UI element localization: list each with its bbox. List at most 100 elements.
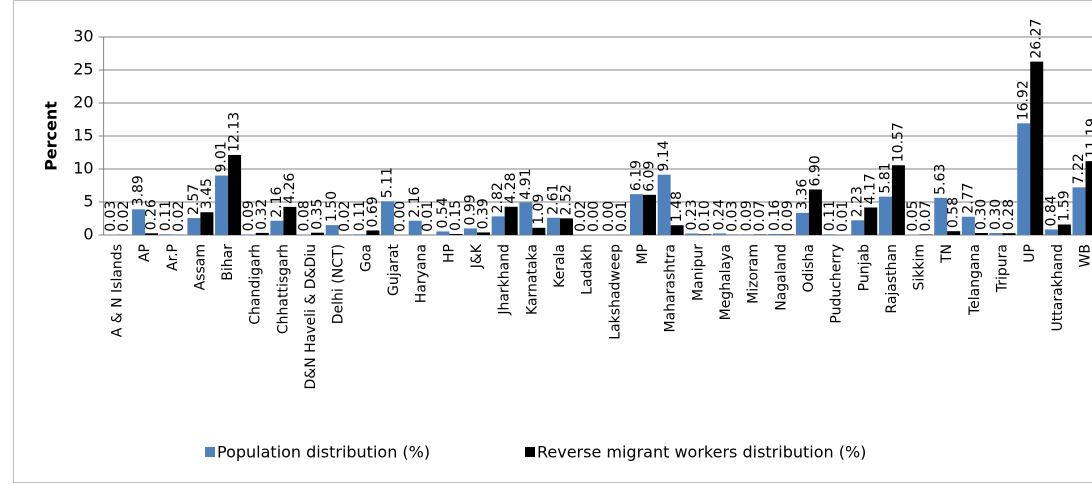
bar — [808, 189, 822, 235]
data-label: 6.90 — [807, 155, 823, 186]
x-tick-label: Tripura — [995, 244, 1011, 293]
data-label: 0.39 — [476, 198, 492, 229]
data-label: 0.00 — [601, 201, 617, 232]
data-label: 4.26 — [282, 173, 298, 204]
x-tick-label: Delhi (NCT) — [331, 244, 347, 324]
bar — [283, 206, 297, 235]
data-label: 0.32 — [254, 199, 270, 230]
data-label: 0.23 — [684, 199, 700, 230]
y-tick-label: 20 — [73, 93, 93, 112]
x-tick-label: AP — [137, 244, 153, 262]
x-tick-label: Sikkim — [912, 244, 928, 291]
data-label: 2.57 — [186, 184, 202, 215]
data-label: 0.02 — [171, 201, 187, 232]
bar — [670, 225, 684, 235]
bar — [255, 232, 269, 235]
bar — [657, 174, 671, 235]
x-tick-label: Gujarat — [386, 243, 402, 296]
bar — [1030, 61, 1044, 236]
data-label: 0.01 — [835, 201, 851, 232]
data-label: 3.36 — [794, 179, 810, 210]
x-tick-label: Ladakh — [580, 244, 596, 295]
bar — [228, 154, 242, 235]
bar — [712, 233, 726, 235]
data-label: 1.48 — [669, 191, 685, 222]
x-tick-label: Assam — [192, 244, 208, 290]
data-label: 9.14 — [656, 140, 672, 171]
data-label: 0.03 — [724, 201, 740, 232]
x-tick-label: Manipur — [690, 244, 706, 301]
bar — [477, 232, 491, 235]
bar — [947, 231, 961, 235]
bar — [1017, 123, 1031, 235]
data-label: 0.54 — [435, 197, 451, 228]
y-tick-label: 0 — [83, 225, 93, 244]
bar — [298, 234, 312, 235]
data-label: 0.09 — [739, 200, 755, 231]
bar — [311, 232, 325, 235]
data-label: 0.01 — [420, 201, 436, 232]
data-label: 4.91 — [518, 168, 534, 199]
data-label: 3.45 — [199, 178, 215, 209]
data-label: 0.11 — [158, 200, 174, 231]
data-label: 4.17 — [863, 173, 879, 204]
bar — [325, 225, 339, 235]
bar — [366, 230, 380, 235]
y-tick-label: 30 — [73, 27, 93, 46]
data-label: 5.81 — [877, 162, 893, 193]
data-label: 4.28 — [503, 173, 519, 204]
data-label: 0.09 — [241, 200, 257, 231]
x-tick-label: Nagaland — [773, 244, 789, 311]
bar — [934, 197, 948, 235]
bar — [642, 194, 656, 235]
x-tick-label: Telangana — [967, 244, 983, 316]
data-label: 0.08 — [297, 200, 313, 231]
data-label: 2.52 — [558, 184, 574, 215]
bar — [961, 216, 975, 235]
x-tick-label: A & N Islands — [109, 244, 125, 337]
data-label: 0.02 — [573, 201, 589, 232]
bar — [491, 216, 505, 235]
x-tick-label: HP — [441, 244, 457, 263]
data-label: 0.58 — [946, 197, 962, 228]
y-tick-label: 25 — [73, 60, 93, 79]
x-tick-label: Bihar — [220, 244, 236, 281]
bar — [132, 209, 146, 235]
bar — [519, 202, 533, 235]
x-tick-label: J&K — [469, 243, 485, 269]
bar — [546, 217, 560, 235]
x-tick-label: Karnataka — [524, 244, 540, 315]
bar — [145, 233, 159, 235]
bar — [215, 175, 229, 235]
bar — [781, 234, 795, 235]
data-label: 0.28 — [1001, 199, 1017, 230]
data-label: 2.23 — [850, 186, 866, 217]
data-label: 0.26 — [144, 199, 160, 230]
data-label: 6.09 — [641, 161, 657, 192]
data-label: 0.05 — [905, 200, 921, 231]
x-tick-label: Chhattisgarh — [275, 244, 291, 334]
bar — [974, 233, 988, 235]
y-tick-label: 10 — [73, 159, 93, 178]
data-label: 0.10 — [697, 200, 713, 231]
data-label: 0.00 — [393, 201, 409, 232]
bar — [1057, 224, 1071, 235]
bar — [159, 234, 173, 235]
bar — [795, 212, 809, 235]
data-label: 5.63 — [933, 164, 949, 195]
data-label: 0.11 — [822, 200, 838, 231]
bar — [200, 212, 214, 235]
bar — [408, 220, 422, 235]
x-tick-label: Chandigarh — [248, 244, 264, 325]
bar — [768, 233, 782, 235]
x-tick-label: MP — [635, 244, 651, 265]
data-label: 12.13 — [227, 112, 243, 152]
data-label: 0.30 — [973, 199, 989, 230]
data-label: 0.99 — [463, 194, 479, 225]
legend-swatch — [205, 447, 215, 457]
bar — [353, 234, 367, 235]
x-tick-label: Goa — [358, 244, 374, 272]
data-label: 0.35 — [310, 199, 326, 230]
data-label: 0.02 — [116, 201, 132, 232]
bar — [464, 228, 478, 235]
